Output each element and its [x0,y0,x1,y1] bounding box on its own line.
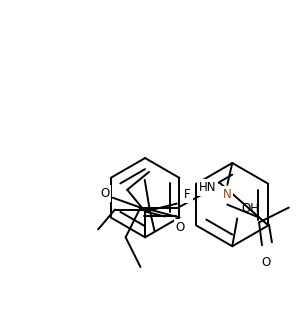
Text: N: N [223,188,232,201]
Text: HN: HN [199,181,217,194]
Text: F: F [185,188,191,201]
Text: OH: OH [241,202,259,215]
Text: O: O [100,187,110,200]
Text: O: O [261,256,271,269]
Text: O: O [175,221,185,234]
